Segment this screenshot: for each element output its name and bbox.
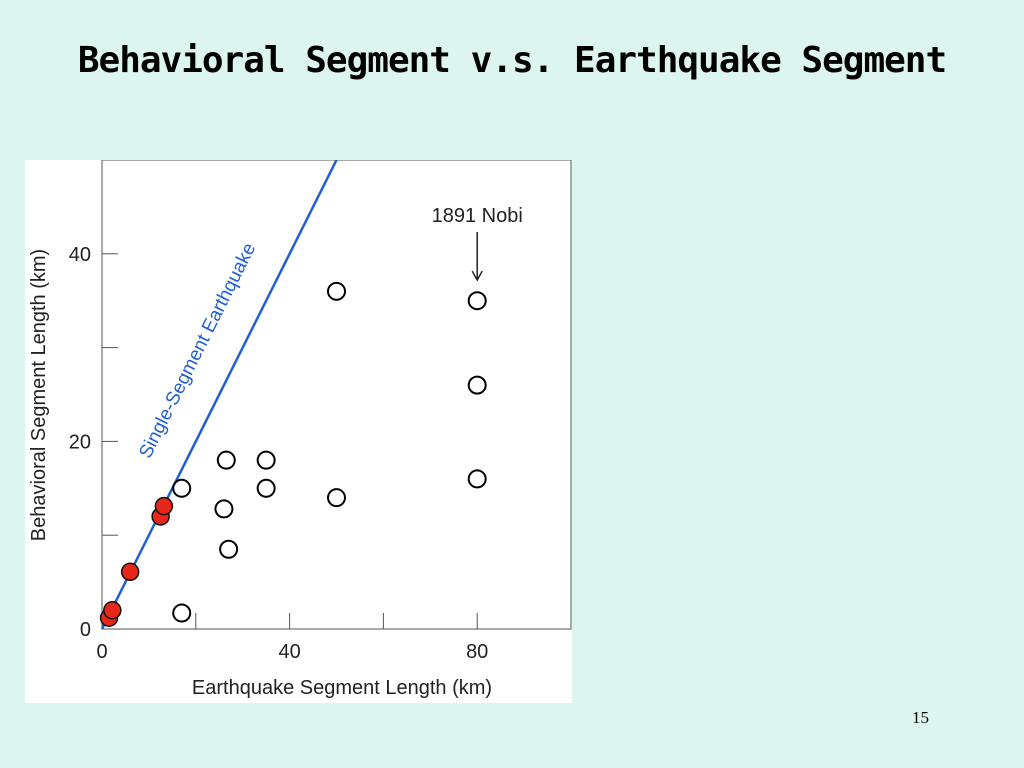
data-point-open xyxy=(172,478,192,498)
reference-line xyxy=(100,160,338,630)
y-tick-label: 40 xyxy=(69,244,91,266)
x-axis-label: Earthquake Segment Length (km) xyxy=(192,677,492,699)
data-point-open xyxy=(214,499,234,519)
data-point-open xyxy=(467,291,487,311)
x-tick-label: 40 xyxy=(278,641,300,663)
data-point-open xyxy=(256,450,276,470)
chart-panel: 0 20 40 0 40 80 Earthquake Segment Length (k… xyxy=(25,160,572,703)
x-tick-label: 80 xyxy=(466,641,488,663)
data-point-filled xyxy=(154,496,174,516)
y-tick-label: 0 xyxy=(80,619,91,641)
data-point-open xyxy=(467,469,487,489)
slide-title: Behavioral Segment v.s. Earthquake Segme… xyxy=(77,40,947,81)
annotation-arrow-head xyxy=(471,270,483,282)
data-point-open xyxy=(172,603,192,623)
data-point-open xyxy=(327,281,346,301)
data-point-open xyxy=(327,488,346,508)
data-point-open xyxy=(467,375,487,395)
data-point-open xyxy=(219,539,239,559)
data-point-open xyxy=(256,478,276,498)
data-point-filled xyxy=(103,600,122,620)
scatter-chart: 0 20 40 0 40 80 Earthquake Segment Length (k… xyxy=(28,160,572,699)
y-tick-label: 20 xyxy=(69,431,91,453)
x-tick-label: 0 xyxy=(96,641,107,663)
page-number: 15 xyxy=(912,708,929,727)
y-axis-label: Behavioral Segment Length (km) xyxy=(28,249,50,541)
data-point-open xyxy=(216,450,236,470)
plot-frame xyxy=(101,160,572,630)
data-point-filled xyxy=(120,562,140,582)
annotation-label: 1891 Nobi xyxy=(432,205,523,227)
